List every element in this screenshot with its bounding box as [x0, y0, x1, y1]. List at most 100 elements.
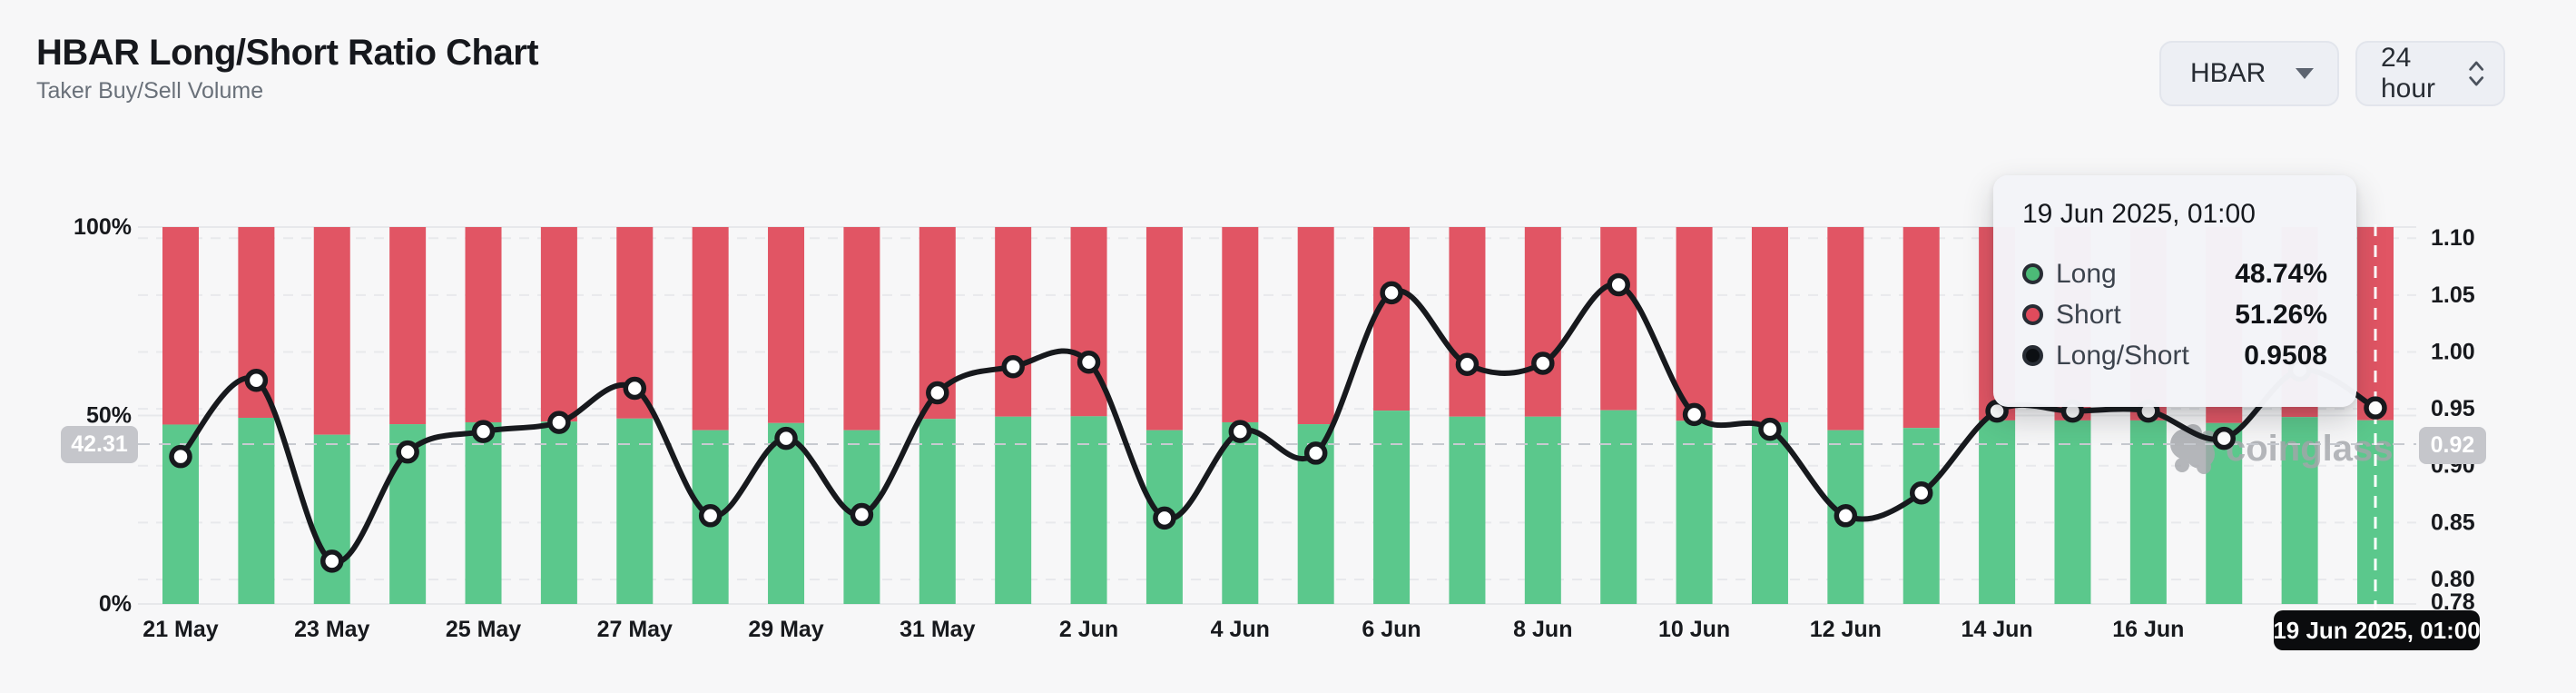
bar-short[interactable] [1373, 227, 1411, 411]
ratio-point[interactable] [547, 411, 571, 434]
bar-long[interactable] [1524, 416, 1561, 604]
left-axis-tick: 0% [99, 591, 132, 617]
tooltip-row-short: Short 51.26% [2022, 294, 2327, 335]
bar-short[interactable] [1600, 227, 1637, 411]
bar-short[interactable] [1449, 227, 1486, 417]
bar-long[interactable] [768, 422, 805, 604]
bar-long[interactable] [2356, 420, 2394, 604]
bar-long[interactable] [919, 419, 956, 604]
bar-long[interactable] [2281, 417, 2318, 604]
ratio-point[interactable] [2212, 426, 2236, 450]
bar-short[interactable] [465, 227, 502, 422]
bar-short[interactable] [768, 227, 805, 423]
stepper-up-down-icon [2468, 61, 2483, 86]
ratio-point[interactable] [1909, 481, 1933, 505]
tooltip-date: 19 Jun 2025, 01:00 [2022, 199, 2256, 229]
interval-select[interactable]: 24 hour [2355, 41, 2505, 106]
ratio-point[interactable] [1455, 352, 1480, 376]
ratio-point[interactable] [850, 502, 874, 527]
bar-long[interactable] [1600, 410, 1637, 604]
bar-short[interactable] [389, 227, 427, 425]
symbol-select[interactable]: HBAR [2159, 41, 2339, 106]
watermark-text: coinglass [2226, 429, 2394, 469]
bar-short[interactable] [1751, 227, 1788, 422]
ratio-point[interactable] [1682, 402, 1706, 427]
ratio-point[interactable] [1077, 350, 1101, 374]
ratio-point[interactable] [1380, 281, 1403, 305]
bar-long[interactable] [1751, 421, 1788, 604]
bar-short[interactable] [1903, 227, 1940, 429]
bar-short[interactable] [843, 227, 880, 431]
ratio-marker-icon [2022, 345, 2043, 366]
bar-short[interactable] [162, 227, 199, 425]
ratio-point[interactable] [1607, 272, 1630, 297]
bar-short[interactable] [692, 227, 729, 431]
bar-long[interactable] [616, 418, 654, 604]
bar-long[interactable] [1070, 416, 1107, 604]
tooltip-long-label: Long [2056, 258, 2117, 289]
ratio-point[interactable] [1153, 506, 1176, 530]
bar-long[interactable] [2054, 420, 2091, 604]
ratio-point[interactable] [244, 369, 269, 392]
symbol-select-value: HBAR [2190, 58, 2266, 88]
x-axis-tick: 25 May [446, 617, 521, 642]
ratio-point[interactable] [774, 426, 798, 450]
bar-short[interactable] [313, 227, 350, 435]
ratio-point[interactable] [1834, 504, 1858, 528]
chart-tooltip: 19 Jun 2025, 01:00 Long 48.74% Short 51.… [1993, 175, 2356, 407]
x-axis-tick: 8 Jun [1513, 617, 1572, 642]
bar-long[interactable] [1979, 420, 2016, 604]
bar-long[interactable] [1903, 428, 1940, 604]
ratio-point[interactable] [1758, 417, 1782, 441]
ratio-point[interactable] [2364, 396, 2387, 420]
page-subtitle: Taker Buy/Sell Volume [36, 78, 264, 104]
short-marker-icon [2022, 304, 2043, 325]
bar-short[interactable] [1827, 227, 1864, 431]
ratio-point[interactable] [169, 444, 192, 469]
ratio-point[interactable] [1228, 420, 1253, 443]
bar-long[interactable] [1373, 411, 1411, 604]
right-axis-tick: 1.05 [2431, 282, 2475, 308]
ratio-point[interactable] [471, 420, 496, 443]
bar-short[interactable] [1222, 227, 1259, 422]
ratio-point[interactable] [320, 549, 344, 573]
bar-long[interactable] [1676, 421, 1713, 604]
bar-short[interactable] [2356, 227, 2394, 421]
bar-short[interactable] [995, 227, 1032, 417]
bar-long[interactable] [995, 416, 1032, 604]
bar-short[interactable] [1676, 227, 1713, 421]
bar-long[interactable] [2129, 420, 2167, 604]
x-axis-tick: 21 May [143, 617, 218, 642]
bar-long[interactable] [1222, 421, 1259, 604]
ratio-point[interactable] [1001, 354, 1025, 379]
right-axis-tick: 1.00 [2431, 339, 2475, 364]
x-axis-tick: 31 May [900, 617, 975, 642]
x-axis-tick: 27 May [597, 617, 673, 642]
x-axis-tick: 16 Jun [2112, 617, 2184, 642]
ratio-point[interactable] [1303, 441, 1328, 465]
right-axis-tick: 1.10 [2431, 225, 2475, 251]
ratio-point[interactable] [698, 504, 723, 528]
tooltip-short-value: 51.26% [2235, 299, 2327, 330]
bar-long[interactable] [1449, 416, 1486, 604]
x-axis-tick: 4 Jun [1211, 617, 1270, 642]
ratio-point[interactable] [1531, 351, 1555, 375]
bar-short[interactable] [1297, 227, 1334, 425]
crosshair-right-axis-badge: 0.92 [2419, 427, 2486, 464]
ratio-point[interactable] [926, 381, 949, 405]
tooltip-row-ratio: Long/Short 0.9508 [2022, 335, 2327, 376]
left-axis-tick: 100% [74, 214, 132, 240]
ratio-point[interactable] [396, 440, 419, 464]
bar-long[interactable] [540, 421, 577, 604]
bar-long[interactable] [465, 421, 502, 604]
page-title: HBAR Long/Short Ratio Chart [36, 33, 539, 73]
bar-short[interactable] [1524, 227, 1561, 417]
x-axis-tick: 29 May [748, 617, 823, 642]
tooltip-long-value: 48.74% [2235, 258, 2327, 289]
x-axis-tick: 23 May [294, 617, 369, 642]
bar-long[interactable] [238, 417, 275, 604]
bar-short[interactable] [540, 227, 577, 422]
ratio-point[interactable] [623, 376, 647, 401]
bar-short[interactable] [1145, 227, 1183, 431]
bar-long[interactable] [313, 434, 350, 604]
